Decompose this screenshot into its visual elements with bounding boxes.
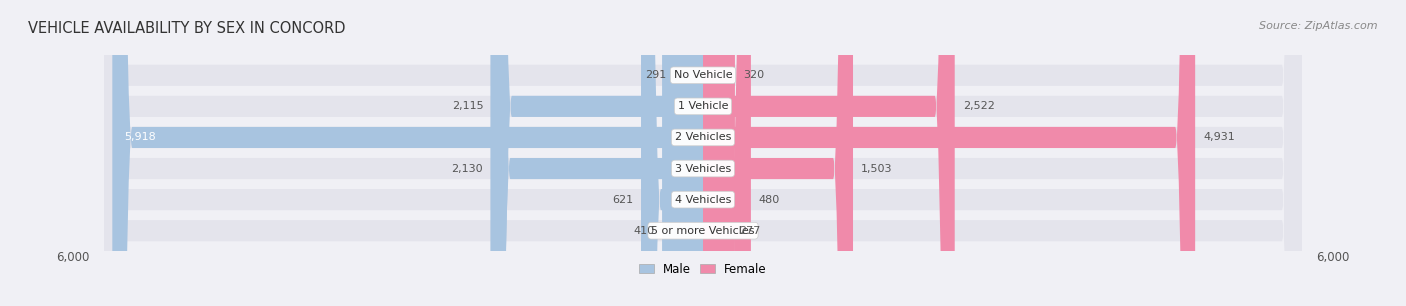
FancyBboxPatch shape [703,0,955,306]
FancyBboxPatch shape [104,0,1302,306]
Text: 4,931: 4,931 [1204,132,1234,143]
Text: 4 Vehicles: 4 Vehicles [675,195,731,205]
Text: 6,000: 6,000 [56,251,90,264]
Text: 1,503: 1,503 [860,163,893,174]
Text: No Vehicle: No Vehicle [673,70,733,80]
Text: 320: 320 [742,70,763,80]
FancyBboxPatch shape [703,0,751,306]
Text: 5 or more Vehicles: 5 or more Vehicles [651,226,755,236]
Text: VEHICLE AVAILABILITY BY SEX IN CONCORD: VEHICLE AVAILABILITY BY SEX IN CONCORD [28,21,346,36]
FancyBboxPatch shape [703,0,853,306]
Text: 3 Vehicles: 3 Vehicles [675,163,731,174]
FancyBboxPatch shape [703,0,735,306]
Text: 277: 277 [738,226,761,236]
Text: 2,130: 2,130 [451,163,482,174]
Text: 2,522: 2,522 [963,101,994,111]
Text: 1 Vehicle: 1 Vehicle [678,101,728,111]
FancyBboxPatch shape [104,0,1302,306]
FancyBboxPatch shape [104,0,1302,306]
FancyBboxPatch shape [662,0,703,306]
FancyBboxPatch shape [492,0,703,306]
FancyBboxPatch shape [703,0,1195,306]
Text: 2,115: 2,115 [453,101,484,111]
Text: 291: 291 [645,70,666,80]
FancyBboxPatch shape [641,0,703,306]
FancyBboxPatch shape [703,0,731,306]
Text: 2 Vehicles: 2 Vehicles [675,132,731,143]
Text: 480: 480 [759,195,780,205]
Text: Source: ZipAtlas.com: Source: ZipAtlas.com [1260,21,1378,32]
FancyBboxPatch shape [104,0,1302,306]
Text: 6,000: 6,000 [1316,251,1350,264]
Text: 5,918: 5,918 [124,132,156,143]
FancyBboxPatch shape [112,0,703,306]
FancyBboxPatch shape [491,0,703,306]
Legend: Male, Female: Male, Female [634,258,772,280]
FancyBboxPatch shape [673,0,703,306]
FancyBboxPatch shape [104,0,1302,306]
Text: 621: 621 [612,195,633,205]
FancyBboxPatch shape [104,0,1302,306]
Text: 410: 410 [633,226,654,236]
